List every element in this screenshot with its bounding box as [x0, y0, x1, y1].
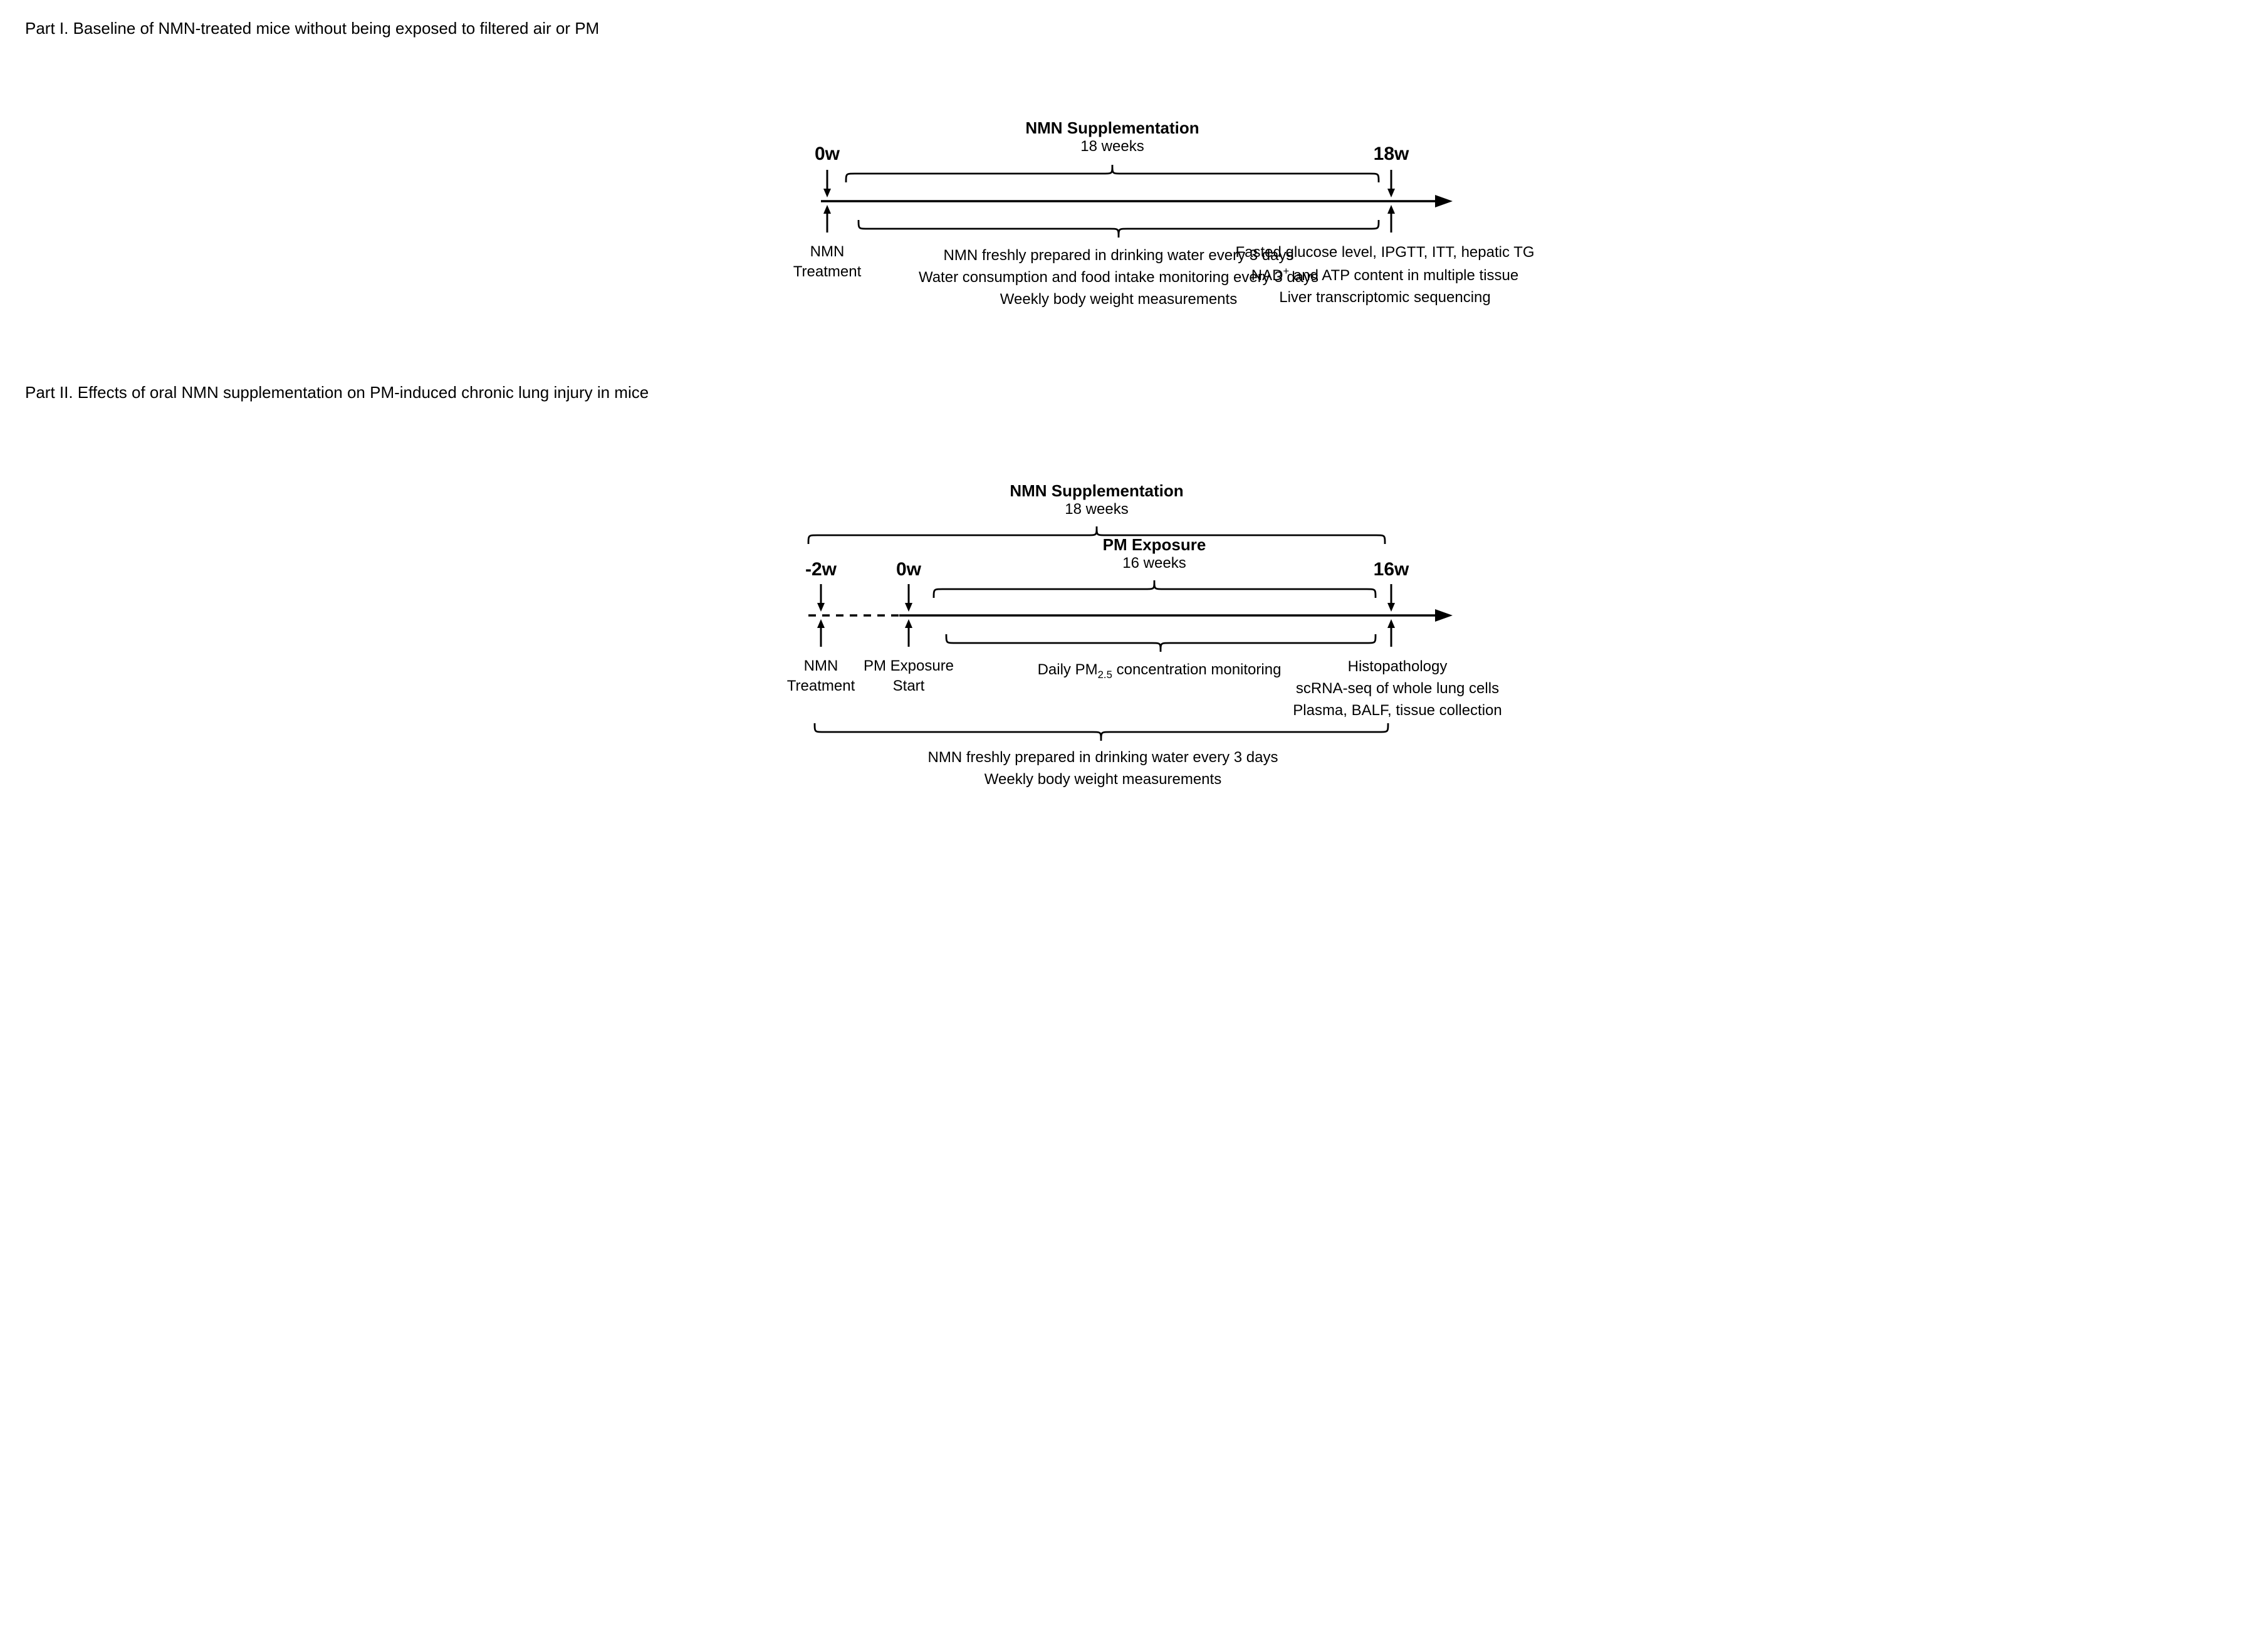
- part2-pm-start-label: PM Exposure Start: [864, 656, 954, 697]
- part2-mid-text: Daily PM2.5 concentration monitoring: [996, 659, 1322, 682]
- part2-mid-l1: Daily PM2.5 concentration monitoring: [996, 659, 1322, 682]
- part2-bottom-l2: Weekly body weight measurements: [915, 769, 1291, 791]
- part2-end-l3: Plasma, BALF, tissue collection: [1291, 700, 1504, 722]
- part2-pm-start-l1: PM Exposure: [864, 656, 954, 676]
- part2-end-text: Histopathology scRNA-seq of whole lung c…: [1291, 656, 1504, 721]
- part2-nmn-treatment-l1: NMN: [787, 656, 855, 676]
- part2-diagram: NMN Supplementation 18 weeks PM Exposure…: [758, 427, 1498, 803]
- part1-nmn-supp-title: NMN Supplementation: [1025, 118, 1199, 138]
- part1-nmn-supp-label: NMN Supplementation 18 weeks: [1025, 118, 1199, 156]
- plus-sup: +: [1283, 265, 1289, 277]
- part2-pm-start-l2: Start: [864, 676, 954, 696]
- part2-nmn-supp-label: NMN Supplementation 18 weeks: [1010, 481, 1183, 519]
- pm25-sub: 2.5: [1098, 669, 1112, 681]
- part1-diagram: NMN Supplementation 18 weeks 0w 18w: [758, 63, 1498, 327]
- part1-tp-18w: 18w: [1374, 144, 1409, 165]
- part1-end-text: Fasted glucose level, IPGTT, ITT, hepati…: [1235, 242, 1535, 308]
- part2-tp-neg2w: -2w: [805, 559, 837, 580]
- part2-nmn-supp-sub: 18 weeks: [1010, 501, 1183, 519]
- part2-end-l1: Histopathology: [1291, 656, 1504, 678]
- part2-pm-exp-title: PM Exposure: [1103, 535, 1206, 555]
- part1-title: Part I. Baseline of NMN-treated mice wit…: [25, 19, 2231, 38]
- part1-nmn-supp-sub: 18 weeks: [1025, 138, 1199, 156]
- part2-bottom-text: NMN freshly prepared in drinking water e…: [915, 747, 1291, 791]
- part2-container: Part II. Effects of oral NMN supplementa…: [25, 383, 2231, 803]
- part1-tp-0w: 0w: [815, 144, 840, 165]
- part1-end-l1: Fasted glucose level, IPGTT, ITT, hepati…: [1235, 242, 1535, 264]
- part2-end-l2: scRNA-seq of whole lung cells: [1291, 678, 1504, 700]
- part2-tp-0w: 0w: [896, 559, 921, 580]
- part1-end-l2: NAD+ and ATP content in multiple tissue: [1235, 264, 1535, 287]
- part2-pm-exp-sub: 16 weeks: [1103, 555, 1206, 573]
- part1-container: Part I. Baseline of NMN-treated mice wit…: [25, 19, 2231, 327]
- part2-tp-16w: 16w: [1374, 559, 1409, 580]
- part2-nmn-treatment-label: NMN Treatment: [787, 656, 855, 697]
- part2-title: Part II. Effects of oral NMN supplementa…: [25, 383, 2231, 402]
- part1-end-l3: Liver transcriptomic sequencing: [1235, 287, 1535, 309]
- part2-bottom-l1: NMN freshly prepared in drinking water e…: [915, 747, 1291, 769]
- part2-nmn-treatment-l2: Treatment: [787, 676, 855, 696]
- part1-nmn-treatment-l1: NMN: [793, 242, 861, 262]
- part2-nmn-supp-title: NMN Supplementation: [1010, 481, 1183, 501]
- part1-nmn-treatment-label: NMN Treatment: [793, 242, 861, 283]
- part1-nmn-treatment-l2: Treatment: [793, 262, 861, 282]
- part2-pm-exp-label: PM Exposure 16 weeks: [1103, 535, 1206, 573]
